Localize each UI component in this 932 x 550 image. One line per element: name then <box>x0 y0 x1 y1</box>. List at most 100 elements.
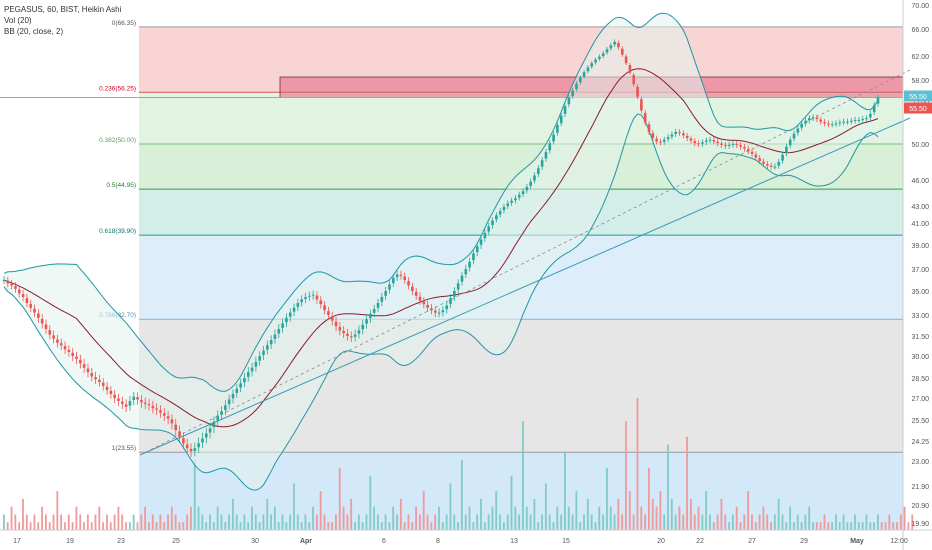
volume-bar <box>804 514 807 530</box>
volume-bar <box>296 514 299 530</box>
volume-bar <box>312 506 314 530</box>
volume-bar <box>3 514 5 530</box>
candle-body <box>769 165 773 167</box>
volume-bar <box>678 506 681 530</box>
candle-body <box>67 349 71 352</box>
x-axis-tick-label: 20 <box>657 538 665 545</box>
volume-bar <box>518 514 521 530</box>
candle-body <box>701 142 704 144</box>
candle-body <box>853 119 857 121</box>
volume-bar <box>197 506 200 530</box>
volume-bar <box>869 522 872 530</box>
candle-body <box>785 146 788 154</box>
volume-bar <box>468 506 471 530</box>
candle-body <box>472 253 475 261</box>
x-axis-tick-label: 29 <box>800 538 808 545</box>
volume-bar <box>659 491 662 530</box>
candle-body <box>491 220 494 225</box>
volume-bar <box>18 522 21 530</box>
candle-body <box>109 390 113 394</box>
y-axis-tick-label: 28.50 <box>911 376 929 383</box>
volume-bar <box>655 506 658 530</box>
chart-legend: PEGASUS, 60, BIST, Heikin Ashi Vol (20) … <box>4 4 121 37</box>
candle-body <box>212 421 216 428</box>
volume-bar <box>270 514 272 530</box>
volume-bar <box>193 460 196 530</box>
candle-body <box>773 166 777 168</box>
volume-bar <box>67 514 70 530</box>
volume-bar <box>327 522 330 530</box>
volume-bar <box>888 514 891 530</box>
candle-body <box>624 56 628 64</box>
volume-bar <box>148 522 150 530</box>
candle-body <box>449 298 452 304</box>
y-axis-tick-label: 35.00 <box>911 289 929 296</box>
bollinger-basis <box>3 68 879 428</box>
volume-bar <box>861 522 864 530</box>
x-axis-tick-label: 17 <box>13 538 21 545</box>
volume-bar <box>83 522 85 530</box>
candle-body <box>872 105 876 113</box>
volume-bar <box>560 514 563 530</box>
candle-body <box>674 131 678 135</box>
volume-bar <box>243 514 246 530</box>
volume-bar <box>209 514 211 530</box>
last-price-label: 55.50 <box>909 106 927 113</box>
candle-body <box>246 372 250 377</box>
candle-body <box>758 158 761 162</box>
volume-bar <box>132 514 135 530</box>
volume-bar <box>273 506 276 530</box>
candle-body <box>846 121 849 123</box>
candle-body <box>124 404 128 407</box>
candle-body <box>563 106 567 114</box>
volume-bar <box>361 522 364 530</box>
candle-body <box>533 175 536 181</box>
volume-bar <box>380 522 383 530</box>
candle-body <box>262 350 265 355</box>
x-axis-tick-label: 13 <box>510 538 518 545</box>
candle-body <box>582 72 586 77</box>
bollinger-upper <box>3 12 879 392</box>
candle-body <box>620 48 624 55</box>
candle-body <box>117 398 120 401</box>
x-axis-tick-label: 23 <box>117 538 125 545</box>
volume-bar <box>812 522 814 530</box>
y-axis-tick-label: 25.50 <box>911 418 929 425</box>
volume-bar <box>476 514 479 530</box>
candle-body <box>82 364 86 368</box>
volume-bar <box>602 514 605 530</box>
volume-bar <box>564 452 566 530</box>
volume-bar <box>415 506 417 530</box>
candle-body <box>792 133 796 139</box>
fib-level-label: 0.382(50.00) <box>99 137 136 144</box>
volume-bar <box>86 514 89 530</box>
candle-body <box>90 373 94 377</box>
volume-bar <box>567 506 570 530</box>
volume-bar <box>60 514 63 530</box>
volume-bar <box>575 491 578 530</box>
candle-body <box>433 310 437 313</box>
candle-body <box>235 388 239 393</box>
volume-bar <box>835 514 837 530</box>
volume-bar <box>300 522 303 530</box>
volume-bar <box>212 522 215 530</box>
candle-body <box>98 379 101 382</box>
volume-bar <box>537 522 540 530</box>
candle-body <box>319 300 323 305</box>
candle-body <box>166 416 170 419</box>
candle-body <box>266 345 269 350</box>
candle-body <box>75 356 78 359</box>
candle-body <box>21 294 25 297</box>
candle-body <box>514 198 517 201</box>
volume-bar <box>453 514 456 530</box>
volume-bar <box>136 522 139 530</box>
candle-body <box>842 121 845 123</box>
candle-body <box>239 383 242 388</box>
candle-body <box>71 352 74 356</box>
volume-bar <box>190 506 192 530</box>
volume-bar <box>251 506 253 530</box>
fib-level-label: 1(23.55) <box>112 445 136 452</box>
candle-body <box>830 124 834 126</box>
volume-bar <box>285 522 288 530</box>
